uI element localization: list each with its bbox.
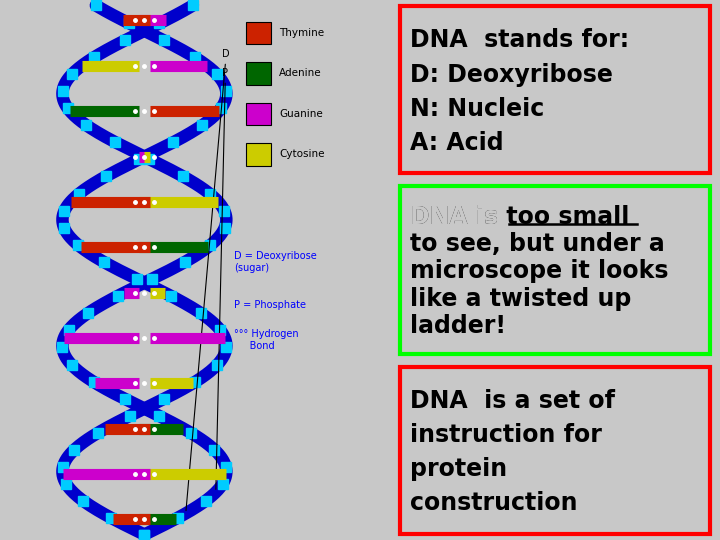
Text: D: D — [186, 49, 230, 511]
Text: like a twisted up: like a twisted up — [410, 287, 631, 311]
Text: microscope it looks: microscope it looks — [410, 259, 669, 284]
FancyBboxPatch shape — [246, 143, 271, 166]
Text: ladder!: ladder! — [410, 314, 506, 338]
Text: DNA is too small: DNA is too small — [410, 205, 629, 228]
Text: Cytosine: Cytosine — [279, 150, 325, 159]
Text: Adenine: Adenine — [279, 69, 322, 78]
Text: DNA  is a set of: DNA is a set of — [410, 389, 615, 413]
FancyBboxPatch shape — [246, 62, 271, 85]
Text: P = Phosphate: P = Phosphate — [234, 300, 306, 310]
Text: °°° Hydrogen
     Bond: °°° Hydrogen Bond — [234, 329, 299, 351]
Text: Thymine: Thymine — [279, 28, 324, 38]
FancyBboxPatch shape — [246, 103, 271, 125]
FancyBboxPatch shape — [246, 22, 271, 44]
Text: D: Deoxyribose: D: Deoxyribose — [410, 63, 613, 86]
Text: A: Acid: A: Acid — [410, 131, 504, 155]
Text: DNA  stands for:: DNA stands for: — [410, 29, 629, 52]
Text: P: P — [216, 68, 228, 489]
Text: N: Nucleic: N: Nucleic — [410, 97, 544, 121]
Text: DNA is: DNA is — [410, 205, 506, 228]
Text: Guanine: Guanine — [279, 109, 323, 119]
Text: to see, but under a: to see, but under a — [410, 232, 665, 256]
Text: protein: protein — [410, 457, 507, 481]
FancyBboxPatch shape — [400, 186, 710, 354]
Text: instruction for: instruction for — [410, 423, 602, 447]
Text: construction: construction — [410, 491, 577, 515]
Text: D = Deoxyribose
(sugar): D = Deoxyribose (sugar) — [234, 251, 317, 273]
FancyBboxPatch shape — [400, 367, 710, 534]
FancyBboxPatch shape — [400, 6, 710, 173]
